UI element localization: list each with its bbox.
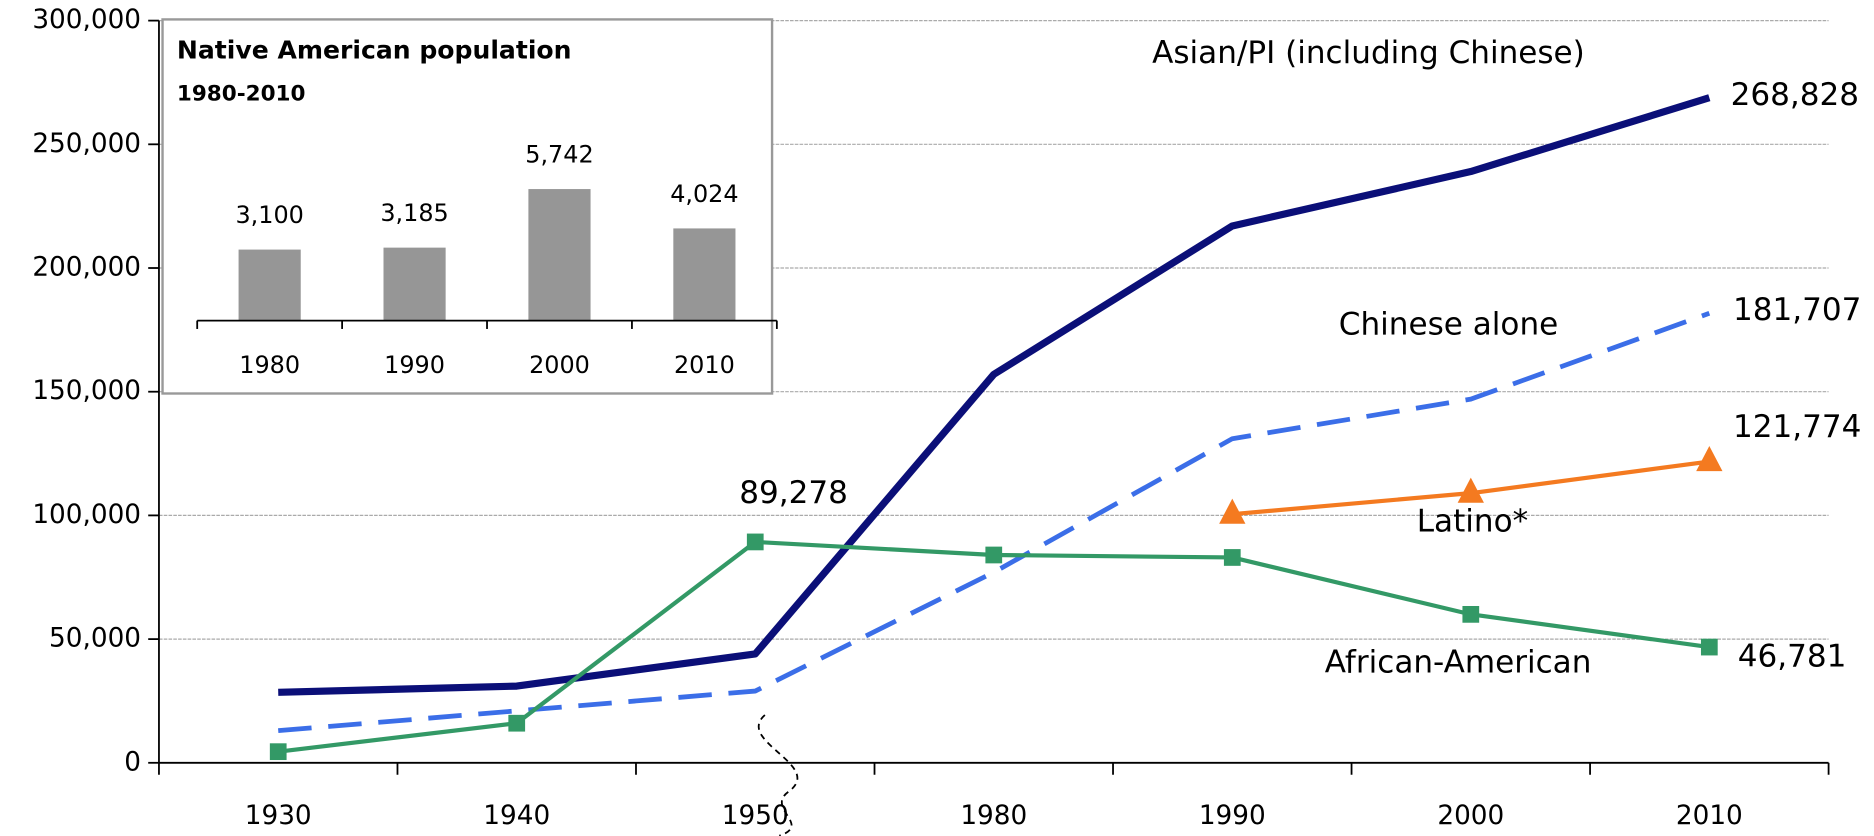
marker [1700,638,1718,656]
bar [383,247,446,321]
bar [673,228,736,321]
value-label: 3,185 [380,199,448,227]
x-tick-label: 1980 [960,801,1027,831]
y-tick-label: 300,000 [32,5,141,35]
y-tick-label: 100,000 [32,500,141,530]
inset-title: Native American population [177,36,572,65]
x-tick-label: 1940 [483,801,550,831]
marker [1696,445,1723,472]
x-tick-label: 1990 [1199,801,1266,831]
series-label: Asian/PI (including Chinese) [1152,35,1585,71]
y-tick-label: 200,000 [32,253,141,283]
inset: Native American population 1980-2010 3,1… [161,18,778,395]
value-label: 268,828 [1731,77,1859,113]
value-label: 3,100 [235,201,303,229]
marker [269,743,287,761]
marker [508,714,526,732]
axis-break [757,714,799,836]
inset-subtitle: 1980-2010 [177,82,306,107]
value-label: 121,774 [1733,409,1861,445]
x-tick-label: 1930 [245,801,312,831]
x-tick-label: 1980 [239,351,300,379]
x-tick-label: 2010 [674,351,735,379]
series-label: Latino* [1417,504,1528,540]
value-label: 46,781 [1738,639,1847,675]
series-line [278,94,1711,696]
marker [985,546,1003,564]
y-tick-label: 250,000 [32,129,141,159]
x-tick-label: 2010 [1676,801,1743,831]
marker [746,533,764,551]
x-tick-label: 1990 [384,351,445,379]
y-tick-label: 50,000 [49,624,141,654]
bar [528,189,591,321]
value-label: 4,024 [670,180,738,208]
marker [1457,477,1484,503]
value-label: 89,278 [739,475,848,511]
series-label: African-American [1325,645,1592,681]
x-tick-label: 2000 [529,351,590,379]
x-tick-label: 2000 [1437,801,1504,831]
value-label: 181,707 [1733,292,1861,328]
inset-frame [161,18,774,395]
value-label: 5,742 [525,141,593,169]
marker [1223,549,1241,566]
series-line [278,311,1711,734]
y-tick-label: 150,000 [32,376,141,406]
x-tick-label: 1950 [722,801,789,831]
series-label: Chinese alone [1339,306,1558,342]
y-tick-label: 0 [124,747,141,777]
marker [1462,605,1480,623]
marker [1219,498,1246,524]
bar [238,249,301,321]
